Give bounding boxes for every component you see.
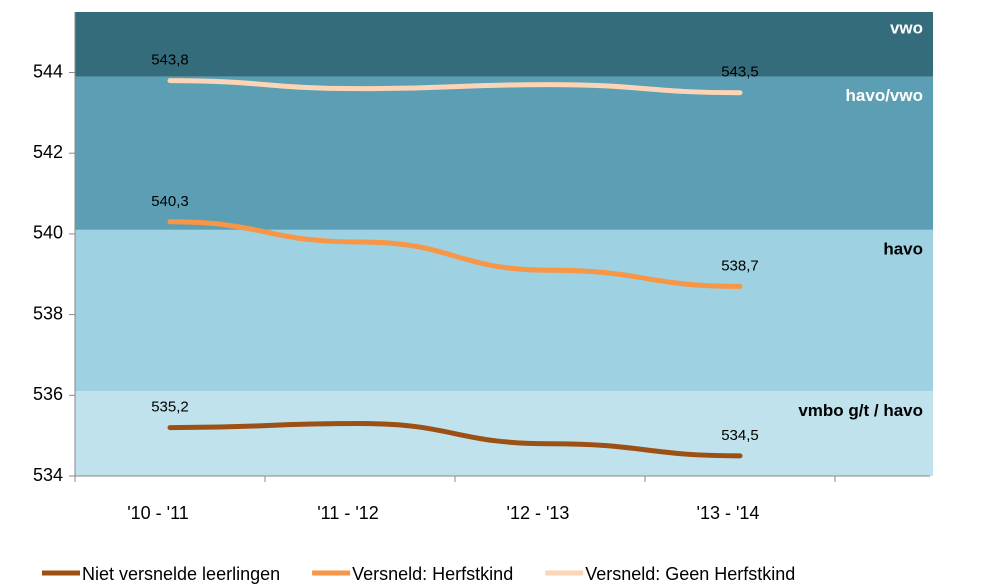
y-tick-label: 540 [33,223,63,243]
line [167,421,743,459]
band [75,391,933,476]
x-tick-label: '11 - '12 [317,503,379,523]
band-label: havo/vwo [846,86,923,105]
band-label: havo [883,239,923,258]
y-tick-label: 538 [33,303,63,323]
line [167,219,743,289]
data-label: 543,5 [721,64,759,81]
y-tick-label: 542 [33,142,63,162]
band [75,12,933,77]
y-tick-label: 544 [33,61,63,81]
data-label: 540,3 [151,193,189,210]
band [75,229,933,392]
band [75,76,933,230]
legend-label: Versneld: Geen Herfstkind [585,564,795,584]
legend-label: Niet versnelde leerlingen [82,564,280,584]
data-label: 543,8 [151,52,189,69]
data-label: 535,2 [151,399,189,416]
x-tick-label: '12 - '13 [507,503,570,523]
x-tick-label: '10 - '11 [127,503,189,523]
x-tick-label: '13 - '14 [697,503,760,523]
y-tick-label: 536 [33,384,63,404]
band-label: vmbo g/t / havo [798,401,923,420]
line [167,78,743,96]
data-label: 538,7 [721,257,759,274]
y-tick-label: 534 [33,465,63,485]
band-label: vwo [890,18,923,37]
data-label: 534,5 [721,427,759,444]
legend-label: Versneld: Herfstkind [352,564,513,584]
